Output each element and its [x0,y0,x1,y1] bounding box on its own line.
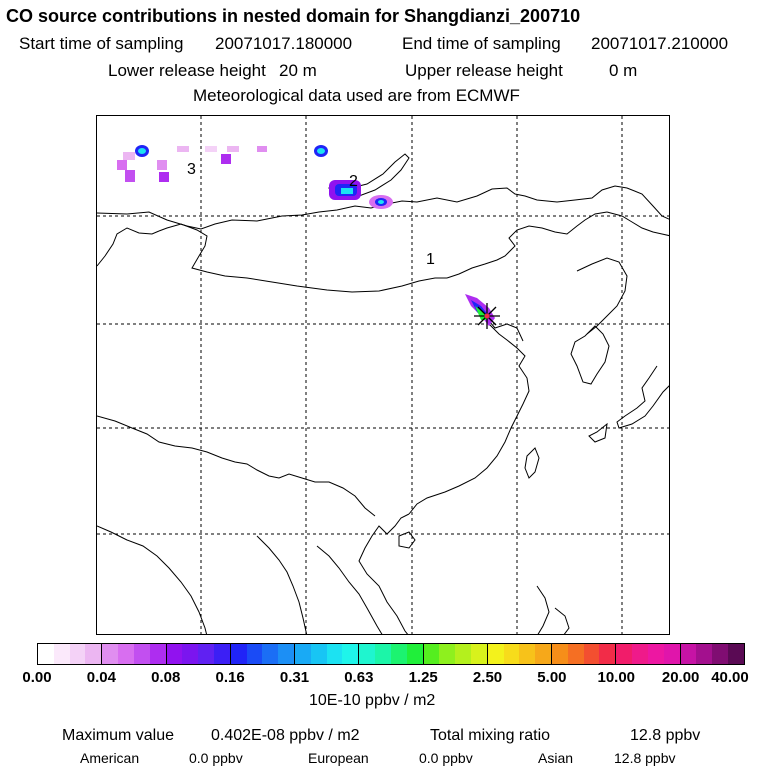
colorbar-swatch [647,644,664,664]
colorbar-swatch [616,644,633,664]
colorbar-swatch [727,644,744,664]
colorbar-swatch [182,644,199,664]
colorbar-swatch [85,644,103,664]
colorbar-tick-label: 0.00 [22,669,52,686]
colorbar-tick-label: 1.25 [408,669,438,686]
map-panel: 1 2 3 [96,115,670,635]
colorbar-swatch [696,644,713,664]
region-label-1: 1 [426,251,435,268]
lat-lon-grid [97,116,669,634]
end-time-value: 20071017.210000 [591,34,729,53]
colorbar-swatch [503,644,520,664]
met-data-note: Meteorological data used are from ECMWF [193,86,520,105]
receptor-point [484,313,490,319]
american-value: 0.0 ppbv [189,750,243,766]
colorbar-swatch [198,644,214,664]
start-time-label: Start time of sampling [19,34,184,53]
region-label-2: 2 [349,173,358,190]
colorbar-tick-label: 0.08 [151,669,181,686]
colorbar-swatch [470,644,488,664]
colorbar-swatch [69,644,86,664]
colorbar-tick-label: 20.00 [661,669,700,686]
map-canvas: 1 2 3 [97,116,669,634]
total-mixing-label: Total mixing ratio [430,727,551,744]
total-mixing-value: 12.8 ppbv [630,727,701,744]
colorbar-tick-label: 40.00 [711,669,749,686]
max-value-label: Maximum value [62,727,175,744]
colorbar-tick-label: 0.04 [86,669,116,686]
colorbar-swatch [326,644,343,664]
european-value: 0.0 ppbv [419,750,473,766]
colorbar-swatch [278,644,295,664]
region-label-3: 3 [187,161,196,178]
plot-title: CO source contributions in nested domain… [6,6,581,26]
colorbar-tick-label: 0.16 [215,669,245,686]
colorbar-swatch [567,644,584,664]
start-time-value: 20071017.180000 [215,34,353,53]
colorbar-tick-label: 0.63 [344,669,374,686]
colorbar-swatch [102,644,119,664]
colorbar-swatch [663,644,681,664]
colorbar-swatch [230,644,247,664]
colorbar-swatch [583,644,600,664]
colorbar-swatch [262,644,279,664]
country-borders [97,153,669,634]
lower-height-label: Lower release height [108,61,266,80]
colorbar-swatch [712,644,728,664]
colorbar-swatch [375,644,391,664]
colorbar-swatch [439,644,456,664]
colorbar-swatch [38,644,54,664]
colorbar-swatch [359,644,376,664]
colorbar-swatch [118,644,134,664]
colorbar-swatch [149,644,167,664]
colorbar-swatch [519,644,536,664]
colorbar-swatch [295,644,311,664]
colorbar-tick-label: 0.31 [279,669,310,686]
lower-height-value: 20 m [279,61,317,80]
colorbar-swatch [246,644,263,664]
colorbar-swatch [552,644,568,664]
colorbar-swatch [487,644,504,664]
colorbar [37,643,745,665]
colorbar-swatch [133,644,150,664]
colorbar-swatch [406,644,424,664]
european-label: European [308,750,369,766]
colorbar-swatch [213,644,231,664]
colorbar-tick-label: 5.00 [537,669,567,686]
colorbar-swatch [680,644,697,664]
colorbar-swatch [632,644,648,664]
colorbar-swatch [390,644,407,664]
american-label: American [80,750,140,766]
upper-height-label: Upper release height [405,61,563,80]
end-time-label: End time of sampling [402,34,561,53]
max-value: 0.402E-08 ppbv / m2 [211,727,360,744]
upper-height-value: 0 m [609,61,638,80]
colorbar-swatch [166,644,183,664]
colorbar-tick-label: 2.50 [472,669,503,686]
colorbar-swatch [599,644,617,664]
colorbar-swatch [310,644,327,664]
colorbar-swatch [342,644,360,664]
asian-label: Asian [538,750,574,766]
colorbar-swatch [53,644,70,664]
colorbar-swatch [535,644,552,664]
colorbar-swatch [423,644,440,664]
colorbar-tick-label: 10.00 [597,669,636,686]
asian-value: 12.8 ppbv [614,750,676,766]
colorbar-unit: 10E-10 ppbv / m2 [309,692,436,709]
colorbar-swatch [455,644,471,664]
